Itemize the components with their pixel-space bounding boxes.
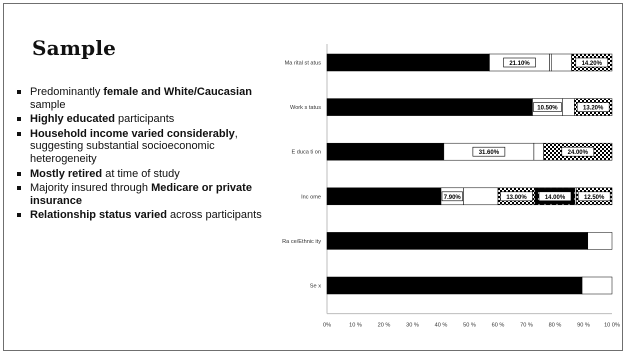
x-tick-label: 10 0% bbox=[604, 323, 620, 329]
bullet-bold-text: Mostly retired bbox=[30, 167, 103, 180]
x-tick-label: 70 % bbox=[520, 323, 533, 329]
bullet-bold-text: Highly educated bbox=[30, 113, 115, 126]
x-tick-label: 40 % bbox=[435, 323, 448, 329]
x-tick-label: 30 % bbox=[406, 323, 419, 329]
data-label: 12.50% bbox=[584, 195, 605, 201]
bullet-marker bbox=[17, 117, 21, 122]
bullet-item: Relationship status varied across partic… bbox=[16, 209, 268, 222]
data-label-box bbox=[576, 102, 610, 112]
bullet-marker bbox=[17, 90, 21, 94]
stacked-bar-chart: 0% 10 % 20 % 30 % 40 % 50 % 60 % 70 % 80 % 90 % 10… bbox=[254, 40, 624, 338]
bar-segment bbox=[549, 53, 552, 72]
bar-segment bbox=[463, 187, 499, 206]
bar-segment bbox=[587, 232, 613, 250]
bullet-text: Majority insured through bbox=[30, 182, 152, 195]
bullet-bold-text: female and White/Caucasian bbox=[103, 86, 252, 98]
bar-segment bbox=[551, 53, 572, 72]
category-label: Ra ce/Ethnic ity bbox=[282, 239, 321, 245]
data-label-box bbox=[538, 191, 572, 202]
bullet-item: Mostly retired at time of study bbox=[16, 168, 268, 181]
data-label-box bbox=[500, 191, 533, 202]
data-label-box bbox=[503, 57, 536, 68]
bullet-marker bbox=[17, 186, 21, 191]
data-label: 14.20% bbox=[582, 61, 603, 67]
data-label: 14.00% bbox=[545, 195, 566, 201]
bullet-marker bbox=[17, 131, 21, 136]
bullet-item: Majority insured through Medicare or pri… bbox=[16, 182, 268, 207]
bullet-marker bbox=[17, 171, 21, 176]
x-tick-label: 50 % bbox=[463, 323, 476, 329]
bullet-text: sample bbox=[30, 98, 66, 111]
x-tick-label: 0% bbox=[323, 323, 331, 329]
data-label: 13.20% bbox=[583, 106, 604, 112]
data-label-box bbox=[561, 146, 595, 157]
bullet-text: , suggesting substantial socioeconomic h… bbox=[30, 127, 238, 165]
category-label: Work s tatus bbox=[290, 105, 321, 111]
data-label-box bbox=[441, 191, 463, 202]
x-tick-label: 90 % bbox=[577, 323, 590, 329]
bar-segment bbox=[326, 232, 589, 250]
data-label: 10.50% bbox=[537, 106, 558, 112]
bar-segment bbox=[326, 276, 583, 295]
bar-segment bbox=[562, 98, 575, 116]
bullet-text: across participants bbox=[166, 209, 262, 222]
data-label-box bbox=[577, 191, 611, 202]
data-label: 7.90% bbox=[444, 195, 462, 201]
category-label: Ma rital st atus bbox=[285, 61, 322, 67]
data-label-box bbox=[575, 57, 609, 68]
category-label: Inc ome bbox=[301, 194, 321, 200]
data-label: 13.00% bbox=[506, 195, 527, 201]
chart-svg: 0% 10 % 20 % 30 % 40 % 50 % 60 % 70 % 80 % 90 % 10… bbox=[282, 44, 620, 329]
data-label: 21.10% bbox=[509, 61, 530, 67]
data-label-box bbox=[472, 146, 506, 157]
slide-title: Sample bbox=[32, 36, 117, 60]
x-tick-label: 10 % bbox=[349, 323, 362, 329]
x-tick-label: 60 % bbox=[492, 323, 505, 329]
bullet-list: Predominantly female and White/Caucasian… bbox=[16, 86, 268, 224]
bar-segment bbox=[581, 276, 613, 295]
x-tick-label: 80 % bbox=[549, 323, 562, 329]
bar-segment bbox=[326, 98, 533, 116]
bullet-item: Predominantly female and White/Caucasian… bbox=[16, 86, 268, 111]
slide: Sample Predominantly female and White/Ca… bbox=[3, 3, 623, 351]
bar-segment bbox=[533, 142, 544, 161]
bullet-bold-text: Medicare or private insurance bbox=[30, 182, 252, 207]
bullet-text: participants bbox=[114, 113, 175, 126]
category-label: Se x bbox=[310, 284, 321, 290]
bullet-item: Household income varied considerably, su… bbox=[16, 128, 268, 166]
data-label-box bbox=[533, 102, 562, 112]
bullet-text: Predominantly bbox=[30, 86, 104, 98]
data-label: 31.60% bbox=[479, 150, 500, 156]
bar-segment bbox=[326, 53, 490, 72]
bullet-bold-text: Household income varied considerably bbox=[30, 127, 235, 140]
category-label: E duca ti on bbox=[291, 150, 321, 156]
bar-segment bbox=[326, 142, 445, 161]
bullet-item: Highly educated participants bbox=[16, 113, 268, 126]
bullet-text: at time of study bbox=[102, 167, 180, 180]
bullet-bold-text: Relationship status varied bbox=[30, 209, 167, 222]
bullet-marker bbox=[17, 213, 21, 218]
x-tick-label: 20 % bbox=[378, 323, 391, 329]
bar-segment bbox=[326, 187, 442, 206]
data-label: 24.00% bbox=[568, 150, 589, 156]
